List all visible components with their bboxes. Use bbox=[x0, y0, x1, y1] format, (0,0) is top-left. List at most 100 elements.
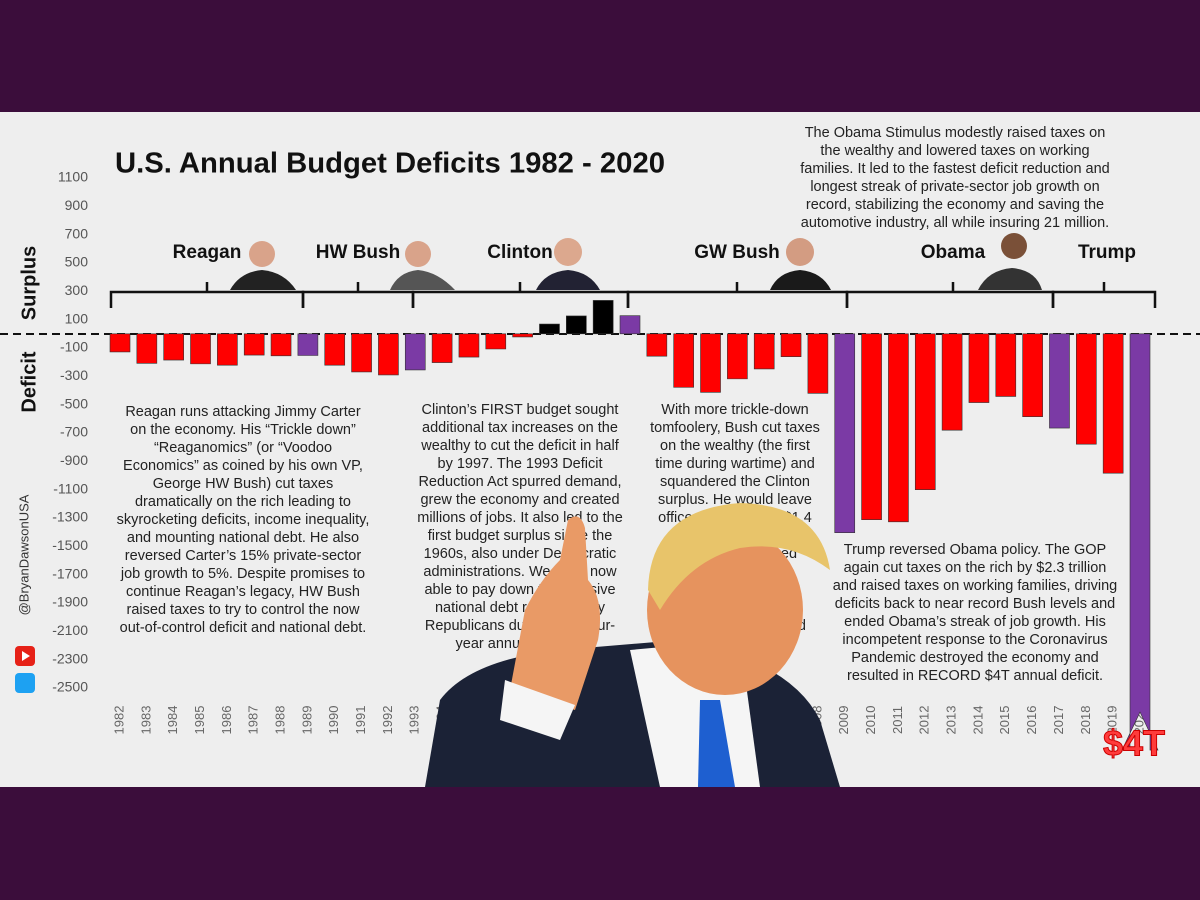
bar bbox=[807, 333, 829, 394]
x-tick-label: 1993 bbox=[407, 706, 422, 735]
bar bbox=[780, 333, 802, 357]
y-tick-label: -1300 bbox=[52, 509, 88, 525]
bar bbox=[619, 315, 641, 335]
bracket bbox=[1051, 282, 1157, 308]
y-tick-label: -2300 bbox=[52, 650, 88, 666]
annotation-line: additional tax increases on the bbox=[422, 420, 618, 436]
y-tick-label: 700 bbox=[65, 225, 89, 241]
x-tick-label: 1985 bbox=[192, 706, 207, 735]
bar bbox=[968, 333, 990, 403]
annotation-line: dramatically on the rich leading to bbox=[135, 494, 351, 510]
bar bbox=[109, 333, 131, 353]
bar bbox=[834, 333, 856, 534]
y-tick-label: -100 bbox=[60, 339, 88, 355]
annotation-line: millions of jobs. It also led to the bbox=[417, 510, 623, 526]
portrait bbox=[554, 238, 582, 266]
annotation-line: tomfoolery, Bush cut taxes bbox=[650, 420, 820, 436]
president-label: Clinton bbox=[487, 242, 552, 263]
y-tick-label: -1500 bbox=[52, 537, 88, 553]
annotation-line: Pandemic destroyed the economy and bbox=[851, 650, 1098, 666]
annotation-line: 1960s, also under Democratic bbox=[424, 546, 617, 562]
annotation-line: automotive industry, all while insuring … bbox=[801, 215, 1109, 231]
bar bbox=[243, 333, 265, 356]
president-label: Obama bbox=[921, 242, 986, 263]
annotation-line: again cut taxes on the rich by $2.3 tril… bbox=[844, 560, 1107, 576]
bar bbox=[458, 333, 480, 358]
portrait bbox=[978, 268, 1042, 290]
annotation-line: George HW Bush) cut taxes bbox=[153, 476, 334, 492]
x-tick-label: 2011 bbox=[890, 706, 905, 734]
annotation-line: squandered the Clinton bbox=[660, 474, 810, 490]
y-tick-label: -1700 bbox=[52, 565, 88, 581]
x-tick-label: 1992 bbox=[380, 706, 395, 735]
portrait bbox=[390, 270, 455, 290]
x-tick-label: 2012 bbox=[917, 706, 932, 735]
bar bbox=[378, 333, 399, 376]
y-tick-label: 900 bbox=[65, 197, 89, 213]
x-tick-label: 1990 bbox=[326, 706, 341, 735]
annotation-line: resulted in RECORD $4T annual deficit. bbox=[847, 668, 1103, 684]
credit: @BryanDawsonUSA bbox=[16, 494, 31, 615]
portrait bbox=[249, 241, 275, 267]
bar bbox=[700, 333, 721, 393]
bar bbox=[297, 333, 319, 356]
y-tick-label: 1100 bbox=[58, 169, 88, 185]
annotation-line: on the wealthy (the first bbox=[660, 438, 810, 454]
youtube-play bbox=[22, 651, 30, 661]
annotation-line: and raised taxes on working families, dr… bbox=[833, 578, 1118, 594]
annotation-line: Clinton’s FIRST budget sought bbox=[422, 402, 619, 418]
president-label: HW Bush bbox=[316, 242, 400, 263]
foreground-figure bbox=[425, 503, 840, 787]
bar bbox=[136, 333, 158, 364]
x-tick-label: 2009 bbox=[836, 706, 851, 735]
y-tick-label: -500 bbox=[60, 395, 88, 411]
annotation-line: reversed Carter’s 15% private-sector bbox=[125, 548, 362, 564]
annotation-line: Economics” as coined by his own VP, bbox=[123, 458, 363, 474]
bar bbox=[217, 333, 238, 366]
president-label: Trump bbox=[1078, 242, 1136, 263]
brackets bbox=[109, 282, 1157, 308]
annotation-line: Reagan runs attacking Jimmy Carter bbox=[125, 404, 360, 420]
x-tick-label: 1984 bbox=[165, 706, 180, 735]
x-tick-label: 2018 bbox=[1078, 706, 1093, 735]
president-label: Reagan bbox=[173, 242, 242, 263]
annotation-line: incompetent response to the Coronavirus bbox=[842, 632, 1107, 648]
deficit-label: Deficit bbox=[18, 351, 40, 412]
annotation-line: longest streak of private-sector job gro… bbox=[810, 179, 1099, 195]
annotation-line: families. It led to the fastest deficit … bbox=[800, 161, 1110, 177]
annotation-line: deficits back to near record Bush levels… bbox=[835, 596, 1115, 612]
annotation-line: record, stabilizing the economy and savi… bbox=[806, 197, 1104, 213]
callout: $4T bbox=[1103, 723, 1165, 764]
y-tick-label: -700 bbox=[60, 424, 88, 440]
bar bbox=[861, 333, 882, 520]
annotation-line: ended Obama’s streak of job growth. His bbox=[844, 614, 1106, 630]
bar bbox=[539, 323, 560, 335]
annotation-line: and mounting national debt. He also bbox=[127, 530, 359, 546]
x-tick-label: 1986 bbox=[219, 706, 234, 735]
bar bbox=[324, 333, 346, 366]
figure-tie bbox=[698, 700, 735, 787]
x-tick-label: 1989 bbox=[299, 706, 314, 735]
y-tick-label: -2100 bbox=[52, 622, 88, 638]
x-tick-label: 2017 bbox=[1051, 706, 1066, 735]
twitter-icon bbox=[15, 673, 35, 693]
y-tick-label: 300 bbox=[65, 282, 89, 298]
annotation-line: the wealthy and lowered taxes on working bbox=[820, 143, 1089, 159]
portrait bbox=[405, 241, 431, 267]
bar bbox=[941, 333, 963, 431]
annotation-line: grew the economy and created bbox=[420, 492, 619, 508]
chart-title: U.S. Annual Budget Deficits 1982 - 2020 bbox=[115, 148, 665, 180]
bar bbox=[566, 315, 587, 335]
bar bbox=[404, 333, 426, 371]
bar bbox=[673, 333, 694, 388]
portrait bbox=[1001, 233, 1027, 259]
figure-hair bbox=[648, 503, 830, 610]
bar bbox=[163, 333, 184, 361]
bar bbox=[753, 333, 775, 370]
x-tick-label: 2019 bbox=[1105, 706, 1120, 735]
portrait bbox=[536, 270, 600, 290]
x-tick-label: 2016 bbox=[1024, 706, 1039, 735]
x-tick-label: 1983 bbox=[138, 706, 153, 735]
bar bbox=[1076, 333, 1097, 445]
bar bbox=[190, 333, 211, 365]
